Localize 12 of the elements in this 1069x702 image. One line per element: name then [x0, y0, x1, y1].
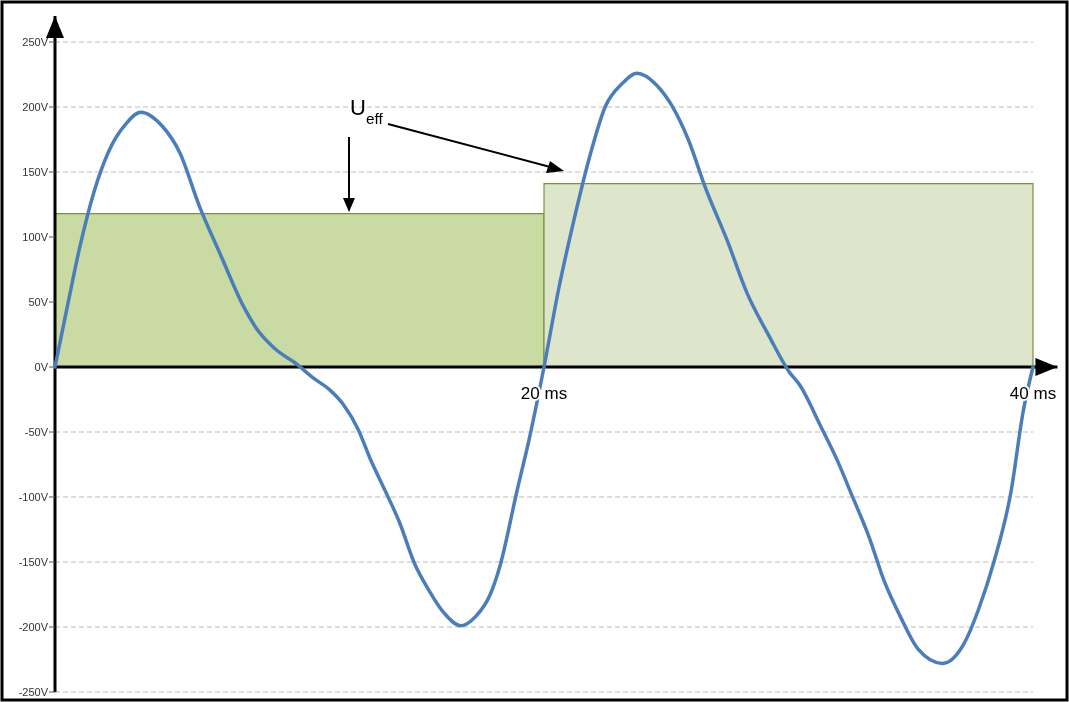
y-tick-label: -150V [18, 555, 49, 568]
annotation: U$_{eff}$ [350, 95, 384, 127]
y-tick-label: 0V [34, 360, 49, 373]
y-tick-label: 200V [22, 100, 49, 113]
y-tick-label: -50V [24, 425, 49, 438]
y-tick-label: 50V [28, 295, 49, 308]
y-tick-label: -100V [18, 490, 49, 503]
y-tick-label: 150V [22, 165, 49, 178]
y-tick-label: 250V [22, 35, 49, 48]
y-tick-label: -200V [18, 620, 49, 633]
y-tick-label: -250V [18, 685, 49, 698]
y-tick-label: 100V [22, 230, 49, 243]
